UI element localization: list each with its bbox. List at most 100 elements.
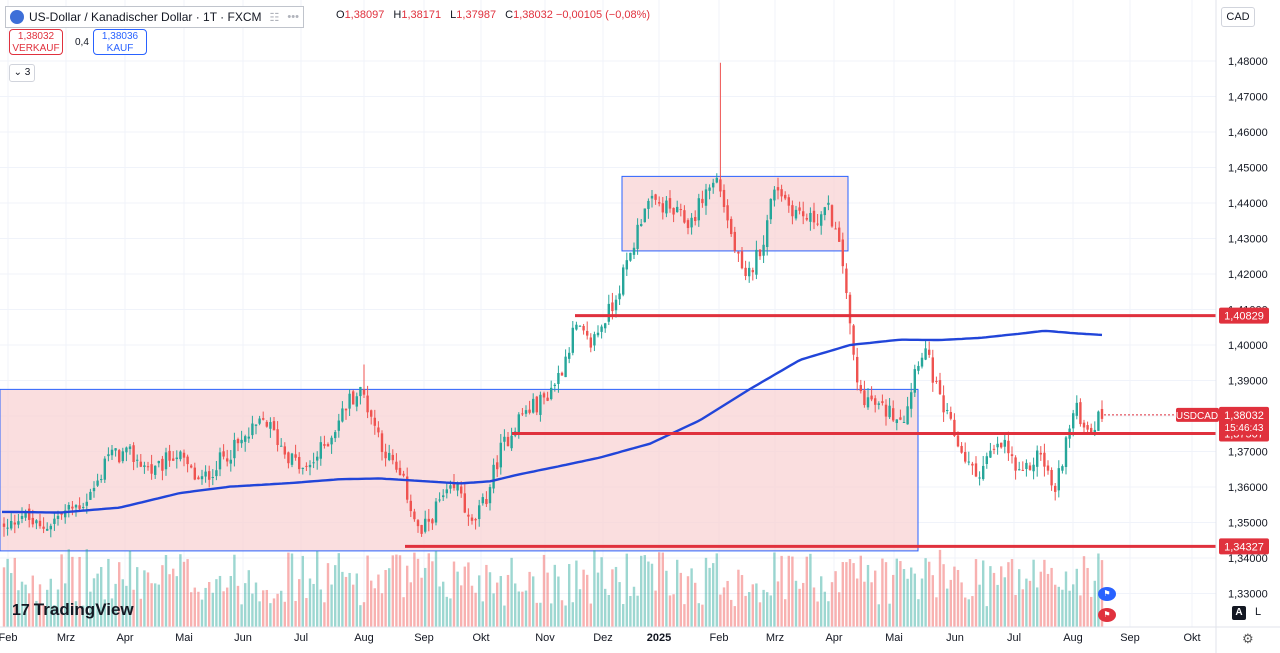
candle [859,379,862,394]
candle [841,232,844,274]
sell-button[interactable]: 1,38032 VERKAUF [9,29,63,55]
candle-body [625,260,628,270]
candle [827,195,830,211]
candle-body [136,459,139,461]
volume-bar [654,590,657,627]
volume-bar [1082,556,1086,627]
volume-bar [640,555,643,627]
volume-bar [776,581,780,627]
candle [1014,455,1017,480]
volume-bar [334,565,337,627]
volume-bar [298,579,301,627]
candle [308,460,312,476]
volume-bar [24,584,27,627]
currency-button[interactable]: CAD [1221,7,1255,27]
candle-body [622,267,625,295]
candle [146,461,150,471]
candle-body [164,452,168,470]
log-scale-button[interactable]: L [1255,606,1262,618]
candle [305,462,308,472]
candle-body [161,458,164,471]
candle-body [1021,469,1024,471]
candle [334,430,337,443]
candle [323,435,326,449]
volume-bar [452,561,456,627]
volume-bar [204,587,207,627]
candle [298,452,301,474]
candle [571,321,574,356]
candle [863,380,866,408]
candle [924,339,927,361]
candle-body [758,249,762,257]
candle [172,451,175,462]
indicators-toggle[interactable]: ⌄ 3 [9,64,35,82]
candle-body [226,458,229,462]
volume-bar [838,592,841,627]
volume-bar [715,553,718,627]
volume-bar [571,602,574,627]
candle-body [690,217,693,228]
candle [1021,461,1024,471]
candle [1032,457,1035,480]
candle [168,444,171,467]
volume-bar [1072,584,1075,627]
candle-body [420,524,423,534]
symbol-header[interactable]: US-Dollar / Kanadischer Dollar · 1T · FX… [5,6,304,28]
candle [67,502,70,518]
candle [712,178,715,194]
candle-body [1032,464,1035,472]
volume-bar [564,605,567,627]
tradingview-logo[interactable]: 17 TradingView [12,600,134,620]
volume-bar [856,578,859,627]
us-event-icon[interactable]: ⚑ [1098,587,1116,601]
candle [265,420,268,428]
candle-body [859,385,862,392]
volume-bar [388,568,391,627]
candle-body [816,223,819,225]
volume-bar [805,556,808,627]
volume-bar [427,553,430,627]
buy-price: 1,38036 [101,31,139,42]
volume-bar [301,555,304,627]
y-tick-label: 1,44000 [1228,198,1268,210]
candle-body [276,429,279,446]
candle-body [35,520,38,524]
auto-scale-button[interactable]: A [1232,606,1246,620]
candle [539,391,542,422]
volume-bar [636,595,639,627]
candle-body [593,334,596,346]
ca-event-icon[interactable]: ⚑ [1098,608,1116,622]
candle-body [240,439,243,444]
candle-body [564,356,567,378]
candle-body [982,465,985,480]
more-icon[interactable]: ••• [287,11,299,23]
volume-bar [1054,584,1057,627]
volume-bar [528,571,531,627]
candle-body [658,202,661,204]
gear-icon[interactable]: ⚙ [1242,631,1254,646]
candle-body [193,467,196,480]
volume-bar [420,577,423,627]
candle-body [748,267,751,277]
volume-bar [524,590,528,627]
candle [182,449,186,467]
volume-bar [859,555,862,627]
buy-button[interactable]: 1,38036 KAUF [93,29,147,55]
candle-body [766,220,769,248]
x-tick-label: Mai [175,632,193,644]
candle-body [258,418,261,424]
candle-body [110,449,114,456]
candle [114,448,117,457]
candle-body [323,444,326,446]
candle [150,454,153,480]
candle [586,321,589,340]
volume-bar [380,593,384,627]
candle-body [888,405,891,418]
bars-icon[interactable]: ☷ [269,11,280,24]
candle [877,401,880,410]
candle [154,465,157,479]
candle-body [683,210,686,223]
candle-body [438,499,441,501]
volume-bar [521,591,524,627]
